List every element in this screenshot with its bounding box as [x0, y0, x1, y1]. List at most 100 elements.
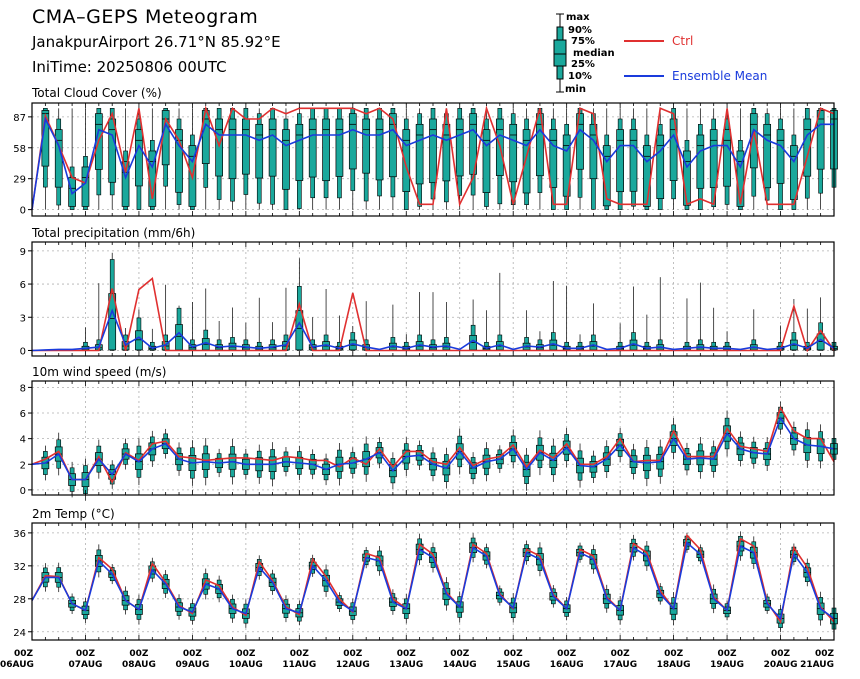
boxplot-mark [562, 285, 571, 351]
x-date-label: 06AUG [0, 660, 34, 670]
ensemble-mean-line [31, 308, 835, 352]
x-date-label: 20AUG [764, 660, 798, 670]
x-hour-label: 00Z [290, 649, 310, 659]
ensemble-mean-line [31, 541, 835, 621]
boxplot-mark [94, 108, 103, 210]
boxplot-box [282, 129, 290, 190]
boxplot-mark [242, 108, 250, 210]
y-tick-label: 58 [13, 144, 26, 155]
x-date-label: 09AUG [175, 660, 209, 670]
boxplot-mark [415, 292, 424, 351]
boxplot-mark [562, 108, 571, 210]
init-time: IniTime: 20250806 00UTC [32, 58, 227, 76]
boxplot-mark [375, 108, 384, 210]
boxplot-box [455, 118, 464, 177]
y-tick-label: 6 [20, 409, 26, 420]
boxplot-box [776, 129, 785, 184]
y-tick-label: 6 [20, 280, 26, 291]
boxplot-mark [616, 323, 624, 351]
boxplot-box [629, 129, 638, 192]
boxplot-mark [348, 108, 357, 210]
ctrl-line [31, 105, 835, 210]
boxplot-mark [81, 108, 90, 210]
boxplot-box [108, 118, 117, 183]
boxplot-mark [188, 302, 197, 351]
x-date-label: 13AUG [389, 660, 423, 670]
boxplot-mark [108, 108, 117, 210]
boxplot-box [562, 134, 571, 197]
x-hour-label: 00Z [815, 649, 835, 659]
boxplot-box [228, 118, 237, 180]
x-date-label: 14AUG [443, 660, 477, 670]
y-tick-label: 28 [13, 595, 26, 606]
x-date-label: 10AUG [229, 660, 263, 670]
x-hour-label: 00Z [450, 649, 470, 659]
ensemble-mean-line [31, 416, 835, 481]
boxplot-box [389, 113, 397, 178]
boxplot-mark [348, 325, 357, 351]
boxplot-mark [696, 282, 705, 351]
x-hour-label: 00Z [664, 649, 684, 659]
boxplot-box [442, 123, 451, 182]
x-date-label: 11AUG [282, 660, 316, 670]
boxplot-box [589, 123, 598, 180]
y-tick-label: 29 [13, 175, 26, 186]
boxplot-mark [469, 108, 477, 210]
boxplot-mark [696, 108, 705, 210]
boxplot-mark [776, 108, 785, 210]
boxplot-mark [228, 307, 237, 351]
x-hour-label: 00Z [236, 649, 256, 659]
ensemble-mean-line [31, 116, 834, 210]
boxplot-box [295, 123, 304, 181]
x-date-label: 16AUG [550, 660, 584, 670]
y-tick-label: 8 [20, 383, 26, 394]
boxplot-box [790, 145, 798, 200]
y-tick-label: 2 [20, 460, 26, 471]
x-hour-label: 00Z [343, 649, 363, 659]
boxplot-mark [389, 108, 397, 210]
y-tick-label: 3 [20, 313, 26, 324]
y-tick-label: 24 [13, 628, 26, 639]
panel-title: 10m wind speed (m/s) [32, 365, 166, 379]
boxplot-mark [763, 108, 772, 210]
x-hour-label: 00Z [611, 649, 631, 659]
x-hour-label: 00Z [718, 649, 738, 659]
panel-title: 2m Temp (°C) [32, 507, 115, 521]
boxplot-box [308, 118, 317, 178]
boxplot-box [549, 129, 558, 188]
boxplot-mark [335, 108, 344, 210]
boxplot-mark [709, 108, 718, 210]
boxplot-mark [389, 304, 397, 351]
x-date-label: 08AUG [122, 660, 156, 670]
boxplot-mark [268, 108, 277, 210]
boxplot-box [509, 123, 518, 183]
boxplot-mark [495, 272, 504, 351]
boxplot-mark [135, 108, 143, 210]
boxplot-box [255, 123, 264, 179]
panel-1: Total precipitation (mm/6h) 0 3 6 9 [20, 226, 838, 357]
boxplot-box [803, 118, 812, 177]
boxplot-box [335, 118, 344, 177]
panel-0: Total Cloud Cover (%) 0 29 58 87 [13, 86, 838, 217]
legend-label-max: max [566, 12, 590, 23]
boxplot-mark [549, 281, 558, 351]
x-hour-label: 00Z [183, 649, 203, 659]
x-hour-label: 00Z [771, 649, 791, 659]
boxplot-mark [683, 108, 691, 210]
x-hour-label: 00Z [129, 649, 149, 659]
boxplot-box [295, 310, 304, 351]
boxplot-mark [201, 288, 210, 351]
y-tick-label: 87 [13, 113, 26, 124]
station-location: JanakpurAirport 26.71°N 85.92°E [32, 33, 281, 51]
boxplot-mark [442, 302, 451, 351]
boxplot-mark [656, 108, 665, 210]
boxplot-box [121, 161, 130, 207]
boxplot-mark [308, 108, 317, 210]
boxplot-mark [362, 108, 371, 210]
x-date-label: 18AUG [657, 660, 691, 670]
boxplot-mark [415, 108, 424, 210]
x-date-label: 17AUG [603, 660, 637, 670]
boxplot-mark [749, 309, 758, 351]
boxplot-mark [322, 289, 330, 351]
boxplot-box [616, 129, 624, 193]
